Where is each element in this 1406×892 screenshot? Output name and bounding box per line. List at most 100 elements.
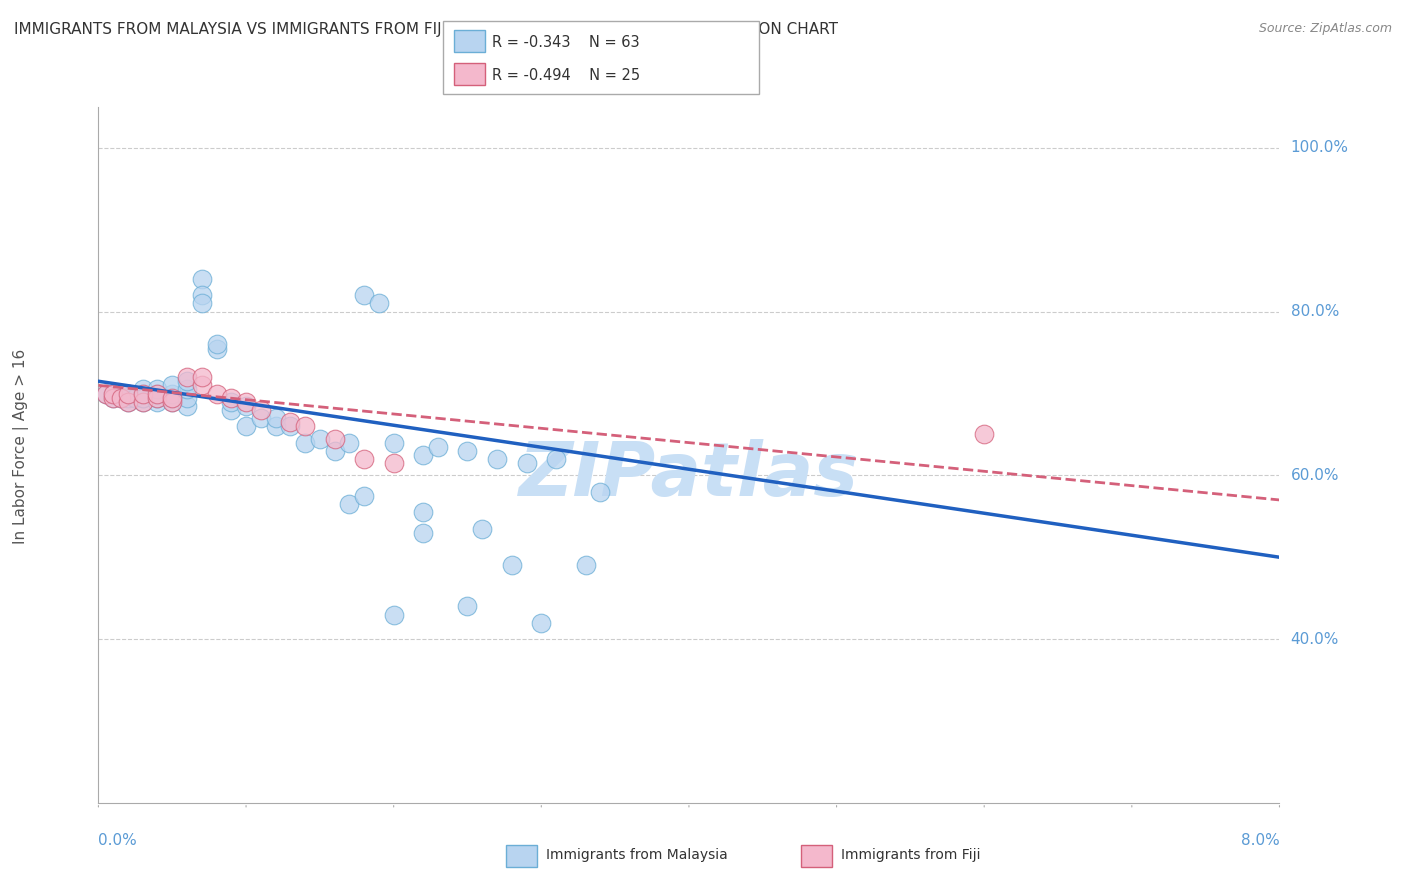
Point (124, 391, 146, 405)
Point (278, 415, 301, 429)
Point (162, 386, 183, 401)
Point (337, 435, 360, 450)
Point (471, 522, 494, 536)
Point (103, 386, 124, 401)
Point (353, 288, 375, 302)
Point (162, 394, 183, 409)
Point (278, 419, 301, 434)
Point (485, 452, 508, 467)
Point (132, 386, 155, 401)
Point (191, 378, 214, 392)
Text: R = -0.343    N = 63: R = -0.343 N = 63 (492, 35, 640, 50)
Point (110, 386, 132, 401)
Point (94, 386, 117, 401)
Point (530, 615, 553, 630)
Point (146, 391, 169, 405)
Point (146, 391, 169, 405)
Point (176, 383, 198, 397)
Point (515, 456, 537, 470)
Point (323, 443, 346, 458)
Point (353, 489, 375, 503)
Point (337, 497, 360, 511)
Point (264, 411, 287, 425)
Point (176, 399, 198, 413)
Point (308, 432, 332, 446)
Point (264, 419, 287, 434)
Point (456, 443, 478, 458)
Point (176, 374, 198, 388)
Point (162, 391, 183, 405)
Text: IMMIGRANTS FROM MALAYSIA VS IMMIGRANTS FROM FIJI IN LABOR FORCE | AGE > 16 CORRE: IMMIGRANTS FROM MALAYSIA VS IMMIGRANTS F… (14, 22, 838, 38)
Point (132, 394, 155, 409)
Point (117, 394, 139, 409)
Point (294, 419, 316, 434)
Point (117, 394, 139, 409)
Point (162, 378, 183, 392)
Point (323, 432, 346, 446)
Point (501, 558, 523, 573)
Point (235, 394, 257, 409)
Point (250, 411, 273, 425)
Point (94, 386, 117, 401)
Point (176, 391, 198, 405)
Text: 0.0%: 0.0% (98, 833, 138, 848)
Point (162, 391, 183, 405)
Point (544, 452, 567, 467)
Text: Immigrants from Fiji: Immigrants from Fiji (841, 848, 980, 863)
Point (382, 456, 405, 470)
Point (132, 383, 155, 397)
Text: Source: ZipAtlas.com: Source: ZipAtlas.com (1258, 22, 1392, 36)
Text: 100.0%: 100.0% (1291, 140, 1348, 155)
Point (205, 386, 228, 401)
Point (191, 370, 214, 384)
Point (353, 452, 375, 467)
Point (382, 607, 405, 622)
Text: 80.0%: 80.0% (1291, 304, 1339, 319)
Point (219, 391, 242, 405)
Point (191, 288, 214, 302)
Point (191, 296, 214, 310)
Point (382, 435, 405, 450)
Point (132, 391, 155, 405)
Point (176, 370, 198, 384)
Point (117, 386, 139, 401)
Point (235, 419, 257, 434)
Text: 40.0%: 40.0% (1291, 632, 1339, 647)
Point (146, 386, 169, 401)
Point (367, 296, 389, 310)
Point (456, 599, 478, 614)
Point (117, 391, 139, 405)
Point (162, 394, 183, 409)
Point (574, 558, 596, 573)
Point (294, 435, 316, 450)
Point (250, 403, 273, 417)
Point (191, 272, 214, 286)
Point (235, 399, 257, 413)
Point (103, 386, 124, 401)
Point (117, 386, 139, 401)
Point (110, 391, 132, 405)
Text: 60.0%: 60.0% (1291, 468, 1339, 483)
Point (146, 386, 169, 401)
Point (426, 440, 449, 454)
Point (219, 403, 242, 417)
Point (132, 391, 155, 405)
Text: 8.0%: 8.0% (1240, 833, 1279, 848)
Point (132, 394, 155, 409)
Text: Immigrants from Malaysia: Immigrants from Malaysia (546, 848, 727, 863)
Point (973, 427, 995, 442)
Point (412, 525, 434, 540)
Point (146, 394, 169, 409)
Point (219, 394, 242, 409)
Point (205, 342, 228, 356)
Text: ZIPatlas: ZIPatlas (519, 439, 859, 512)
Point (589, 484, 612, 499)
Point (146, 383, 169, 397)
Point (205, 337, 228, 351)
Text: In Labor Force | Age > 16: In Labor Force | Age > 16 (13, 349, 30, 543)
Point (412, 448, 434, 462)
Point (412, 505, 434, 519)
Point (103, 391, 124, 405)
Point (110, 391, 132, 405)
Point (132, 386, 155, 401)
